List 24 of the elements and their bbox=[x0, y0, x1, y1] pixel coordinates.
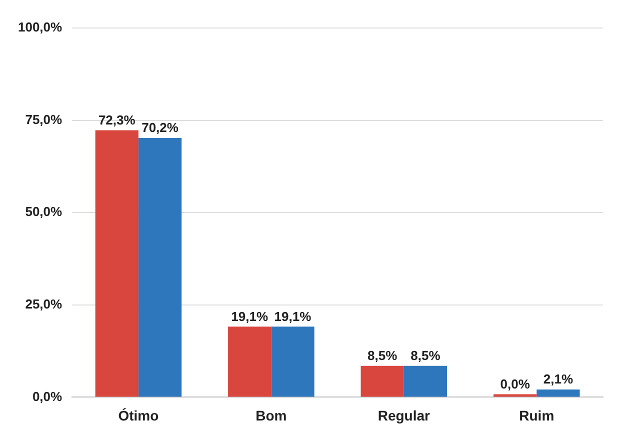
x-tick-label: Ótimo bbox=[118, 407, 159, 424]
bar bbox=[138, 138, 182, 397]
x-tick-label: Regular bbox=[378, 407, 431, 424]
data-label: 8,5% bbox=[368, 348, 398, 363]
y-tick-label: 0,0% bbox=[32, 388, 63, 404]
bar bbox=[228, 326, 272, 397]
data-label: 2,1% bbox=[543, 372, 574, 387]
bar bbox=[404, 366, 448, 397]
y-tick-label: 75,0% bbox=[25, 112, 63, 127]
data-label: 19,1% bbox=[274, 308, 312, 324]
data-label: 19,1% bbox=[231, 308, 268, 324]
y-tick-label: 100,0% bbox=[18, 20, 63, 35]
data-label: 8,5% bbox=[410, 348, 441, 363]
data-label: 70,2% bbox=[142, 120, 179, 136]
data-label: 72,3% bbox=[98, 112, 136, 128]
y-tick-label: 50,0% bbox=[25, 204, 63, 220]
bar bbox=[536, 389, 580, 397]
bar bbox=[360, 366, 404, 397]
x-tick-label: Ruim bbox=[519, 407, 554, 424]
data-label: 0,0% bbox=[500, 376, 530, 392]
bar bbox=[95, 130, 138, 397]
x-tick-label: Bom bbox=[256, 407, 287, 424]
y-tick-label: 25,0% bbox=[25, 296, 63, 312]
bar bbox=[271, 326, 314, 397]
